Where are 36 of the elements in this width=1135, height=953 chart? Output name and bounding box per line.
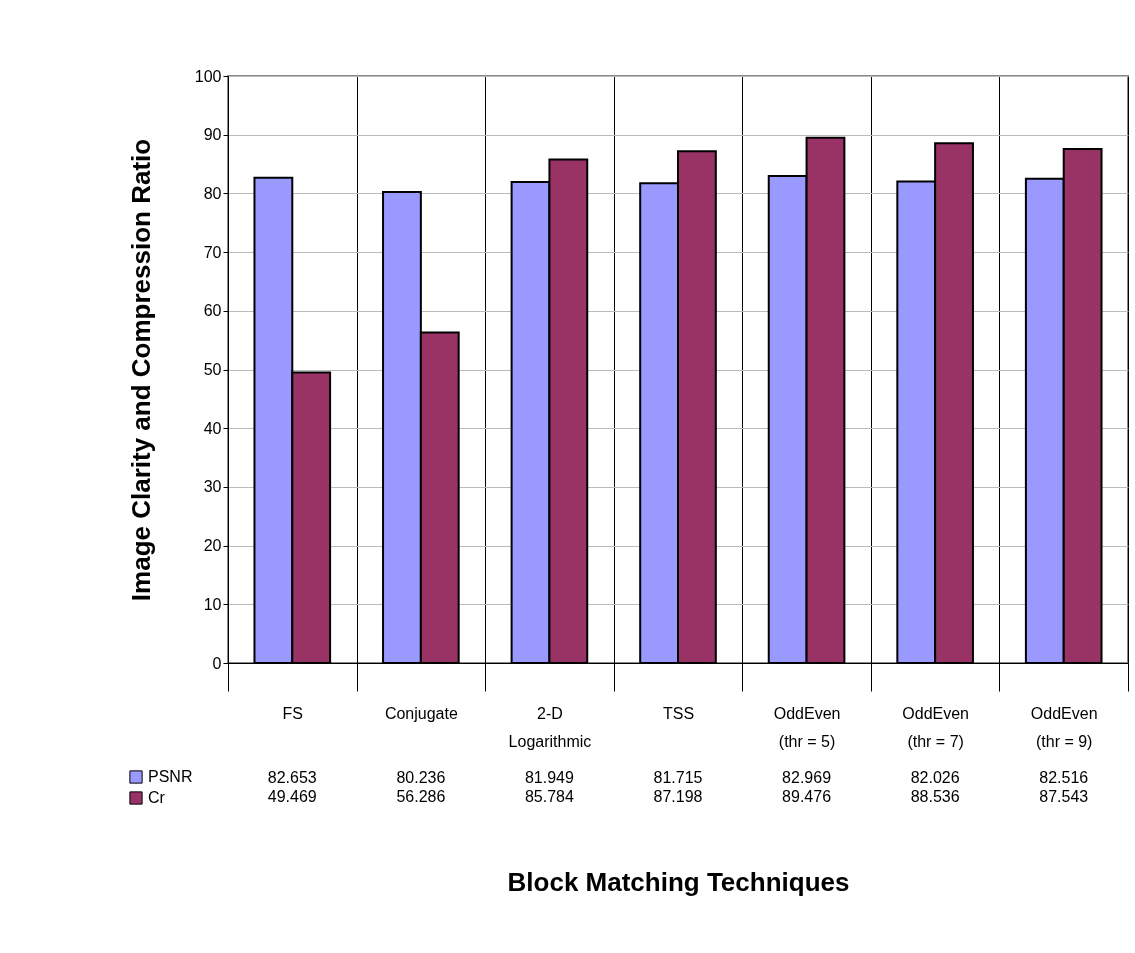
y-tick-label: 100 (194, 67, 222, 85)
data-label: 82.026 (910, 769, 960, 786)
legend-label: PSNR (148, 768, 193, 785)
data-label: 81.715 (653, 769, 703, 786)
x-tick-label: FS (282, 704, 304, 722)
data-label: 49.469 (267, 788, 317, 805)
x-tick-label: 2-D Logarithmic (508, 704, 592, 750)
y-tick-label: 30 (203, 478, 222, 496)
x-tick-label: OddEven (thr = 9) (1030, 704, 1098, 750)
data-label: 82.516 (1039, 769, 1089, 786)
y-tick-label: 20 (203, 537, 222, 555)
data-label: 82.653 (267, 769, 317, 786)
data-label: 82.969 (782, 769, 832, 786)
x-tick-label: TSS (662, 704, 695, 722)
y-tick-label: 70 (203, 243, 222, 261)
x-tick-label: OddEven (thr = 7) (902, 704, 969, 750)
y-tick-label: 80 (203, 184, 222, 202)
data-label: 80.236 (396, 769, 446, 786)
data-label: 89.476 (782, 788, 832, 805)
y-tick-label: 0 (212, 654, 222, 672)
data-label: 87.543 (1039, 788, 1089, 805)
y-tick-label: 60 (203, 302, 222, 320)
data-label: 56.286 (396, 788, 446, 805)
x-tick-label: OddEven (thr = 5) (773, 704, 841, 750)
y-tick-label: 10 (203, 595, 222, 613)
x-axis-title: Block Matching Techniques (507, 866, 850, 897)
y-tick-label: 40 (203, 419, 222, 437)
y-axis-title: Image Clarity and Compression Ratio (125, 138, 156, 602)
data-label: 88.536 (910, 788, 960, 805)
x-tick-label: Conjugate (384, 704, 458, 722)
data-label: 81.949 (524, 769, 574, 786)
y-tick-label: 50 (203, 361, 222, 378)
y-tick-label: 90 (203, 126, 222, 144)
data-label: 87.198 (653, 788, 703, 805)
data-label: 85.784 (524, 788, 574, 805)
legend-label: Cr (148, 789, 166, 806)
